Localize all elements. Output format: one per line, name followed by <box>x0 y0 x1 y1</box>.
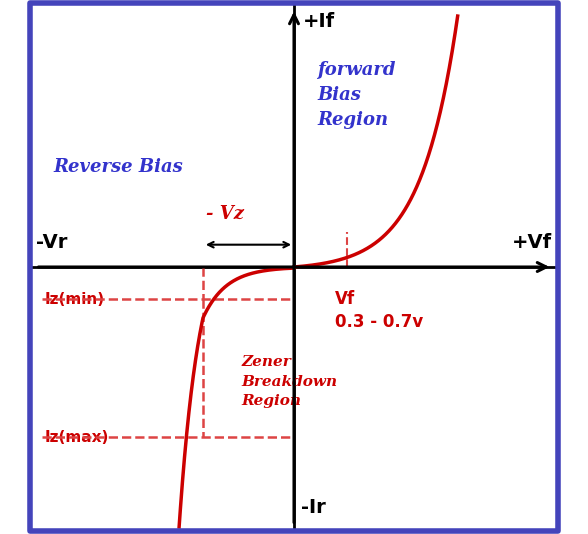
Text: +If: +If <box>303 12 335 30</box>
Text: +Vf: +Vf <box>512 233 552 253</box>
Text: -Ir: -Ir <box>301 498 326 516</box>
Text: -Vr: -Vr <box>36 233 67 253</box>
Text: Reverse Bias: Reverse Bias <box>54 158 183 176</box>
Text: forward
Bias
Region: forward Bias Region <box>318 61 396 129</box>
Text: Iz(max): Iz(max) <box>45 430 109 445</box>
Text: Vf
0.3 - 0.7v: Vf 0.3 - 0.7v <box>335 290 423 331</box>
Text: Iz(min): Iz(min) <box>45 292 105 307</box>
Text: Zener
Breakdown
Region: Zener Breakdown Region <box>241 355 338 408</box>
Text: - Vz: - Vz <box>206 205 244 223</box>
